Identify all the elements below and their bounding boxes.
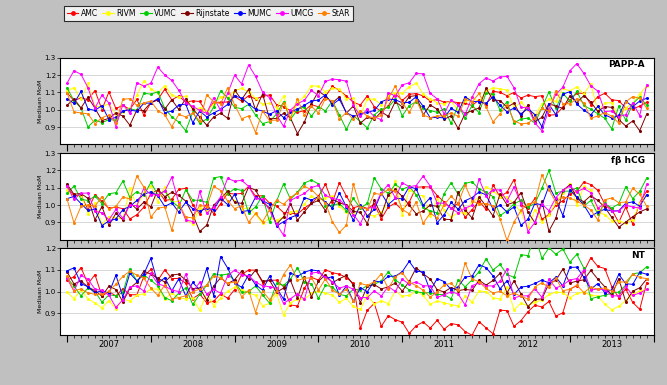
Text: 2013: 2013 bbox=[601, 340, 622, 349]
Text: fβ hCG: fβ hCG bbox=[611, 156, 645, 165]
Text: PAPP-A: PAPP-A bbox=[608, 60, 645, 69]
Legend: AMC, RIVM, VUMC, Rijnstate, MUMC, UMCG, StAR: AMC, RIVM, VUMC, Rijnstate, MUMC, UMCG, … bbox=[64, 6, 353, 21]
Y-axis label: Mediaan MoM: Mediaan MoM bbox=[38, 175, 43, 218]
Text: 2012: 2012 bbox=[518, 340, 538, 349]
Text: 2011: 2011 bbox=[434, 340, 455, 349]
Text: 2007: 2007 bbox=[98, 340, 119, 349]
Text: NT: NT bbox=[631, 251, 645, 260]
Text: 2010: 2010 bbox=[350, 340, 371, 349]
Y-axis label: Mediaan MoM: Mediaan MoM bbox=[38, 270, 43, 313]
Text: 2009: 2009 bbox=[266, 340, 287, 349]
Text: 2008: 2008 bbox=[182, 340, 203, 349]
Y-axis label: Mediaan MoM: Mediaan MoM bbox=[38, 79, 43, 123]
